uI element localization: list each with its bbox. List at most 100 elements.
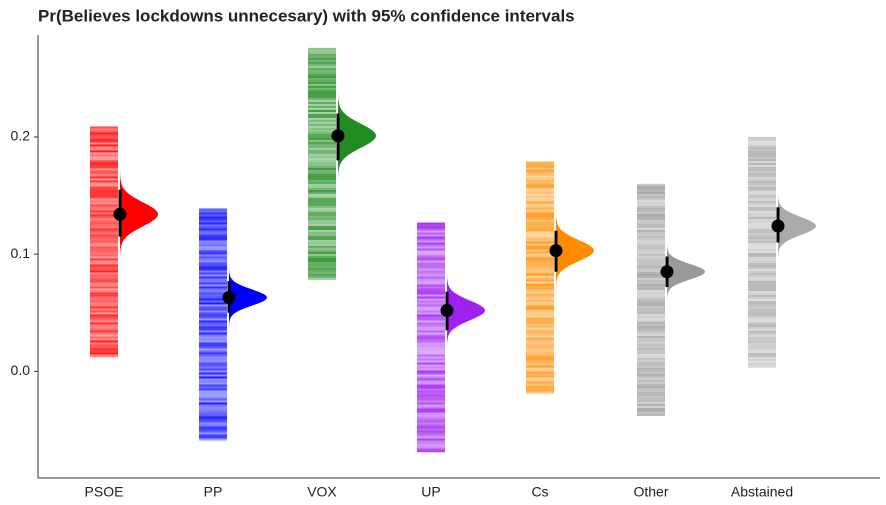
stripe: [526, 285, 554, 288]
stripe: [199, 402, 227, 405]
stripe: [748, 256, 776, 259]
stripe: [90, 202, 118, 205]
stripe: [637, 395, 665, 398]
stripe: [526, 161, 554, 164]
stripe: [199, 276, 227, 279]
stripe: [417, 280, 445, 283]
stripe: [637, 259, 665, 262]
stripe: [637, 303, 665, 306]
stripe: [417, 264, 445, 267]
stripe: [748, 346, 776, 349]
stripe: [417, 274, 445, 277]
stripe: [417, 246, 445, 249]
stripe: [199, 434, 227, 437]
stripe: [199, 374, 227, 377]
stripe: [637, 375, 665, 378]
stripe: [748, 314, 776, 317]
stripe: [748, 230, 776, 233]
stripe: [308, 95, 336, 98]
estimate: [771, 219, 785, 233]
stripe: [526, 231, 554, 234]
stripe: [90, 212, 118, 215]
stripe: [417, 444, 445, 447]
stripe: [90, 236, 118, 239]
stripe: [526, 255, 554, 258]
stripe: [417, 290, 445, 293]
stripe: [90, 302, 118, 305]
stripe: [748, 220, 776, 223]
stripe: [526, 269, 554, 272]
stripe: [526, 267, 554, 270]
stripe: [199, 388, 227, 391]
stripe: [308, 197, 336, 200]
stripe: [90, 296, 118, 299]
stripe: [748, 152, 776, 155]
stripe: [526, 257, 554, 260]
stripe: [748, 226, 776, 229]
stripe: [526, 201, 554, 204]
stripe: [417, 380, 445, 383]
stripe: [748, 198, 776, 201]
stripe: [748, 156, 776, 159]
stripe: [308, 181, 336, 184]
stripe: [417, 422, 445, 425]
stripe: [748, 222, 776, 225]
stripe: [748, 164, 776, 167]
stripe: [417, 356, 445, 359]
stripe: [308, 229, 336, 232]
stripe: [417, 272, 445, 275]
estimate: [222, 291, 236, 305]
stripe: [526, 165, 554, 168]
stripe: [308, 115, 336, 118]
stripe: [199, 428, 227, 431]
stripe: [637, 399, 665, 402]
stripe: [637, 269, 665, 272]
stripe: [526, 363, 554, 366]
stripe: [637, 323, 665, 326]
data-stripes: [748, 136, 776, 368]
stripe: [748, 162, 776, 165]
stripe: [748, 206, 776, 209]
data-stripes: [308, 47, 336, 280]
stripe: [417, 344, 445, 347]
stripe: [308, 141, 336, 144]
stripe: [199, 290, 227, 293]
stripe: [308, 109, 336, 112]
y-tick-label: 0.2: [11, 128, 31, 144]
stripe: [199, 328, 227, 331]
stripe: [90, 260, 118, 263]
stripe: [526, 207, 554, 210]
stripe: [417, 284, 445, 287]
stripe: [637, 263, 665, 266]
stripe: [637, 377, 665, 380]
density: [778, 190, 816, 262]
stripe: [308, 53, 336, 56]
stripe: [90, 328, 118, 331]
y-tick-label: 0.1: [11, 245, 31, 261]
stripe: [526, 347, 554, 350]
density: [338, 88, 376, 184]
stripe: [90, 210, 118, 213]
stripe: [748, 160, 776, 163]
stripe: [637, 305, 665, 308]
stripe: [90, 348, 118, 351]
stripe: [308, 135, 336, 138]
stripe: [90, 336, 118, 339]
stripe: [199, 334, 227, 337]
stripe: [199, 332, 227, 335]
stripe: [526, 303, 554, 306]
stripe: [90, 264, 118, 267]
stripe: [199, 222, 227, 225]
stripe: [199, 240, 227, 243]
stripe: [637, 209, 665, 212]
stripe: [90, 194, 118, 197]
stripe: [90, 342, 118, 345]
stripe: [90, 154, 118, 157]
stripe: [417, 254, 445, 257]
stripe: [308, 201, 336, 204]
stripe: [199, 390, 227, 393]
stripe: [637, 411, 665, 414]
stripe: [526, 221, 554, 224]
stripe: [90, 128, 118, 131]
stripe: [308, 277, 336, 280]
